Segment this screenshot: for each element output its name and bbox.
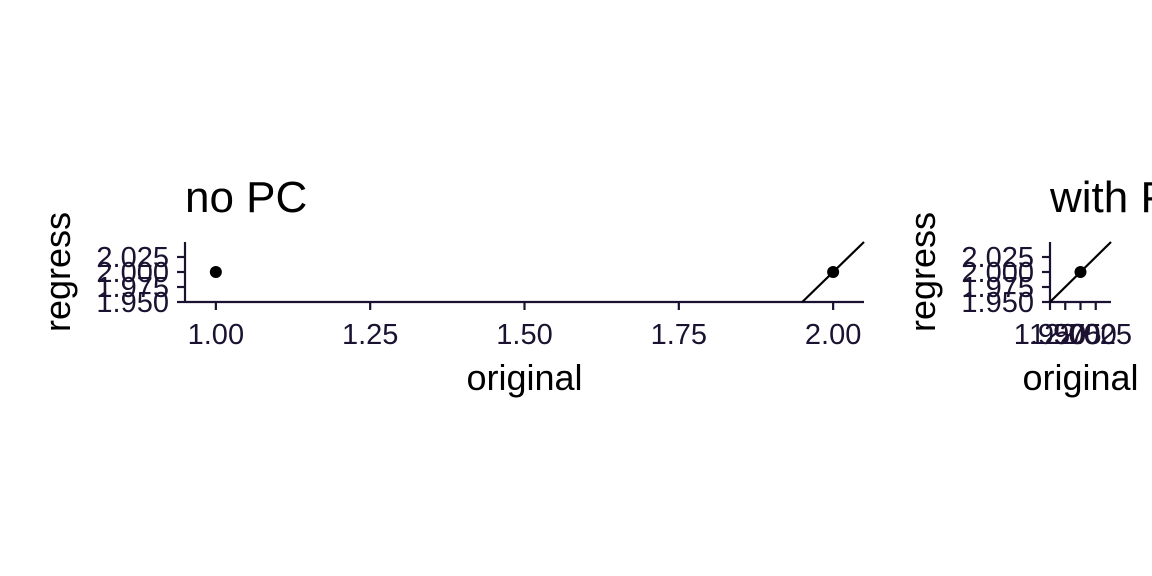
y-tick-label: 2.025: [96, 242, 169, 274]
x-tick-label: 2.000: [1044, 319, 1117, 351]
y-tick-label: 1.975: [96, 272, 169, 304]
panel-title: no PC: [185, 173, 307, 222]
x-tick-label: 1.50: [496, 319, 552, 351]
panel-title: with PC: [1049, 173, 1152, 222]
x-axis-label: original: [1022, 357, 1138, 398]
x-tick-label: 2.00: [805, 319, 861, 351]
y-tick-label: 2.000: [961, 257, 1034, 289]
data-point: [1074, 266, 1087, 278]
x-tick-label: 1.75: [651, 319, 707, 351]
y-tick-label: 1.950: [96, 287, 169, 319]
y-tick-label: 2.025: [961, 242, 1034, 274]
x-tick-label: 1.975: [1029, 319, 1102, 351]
y-axis-label: regress: [902, 212, 943, 332]
data-point: [827, 266, 840, 278]
data-point: [209, 266, 222, 278]
panel-no-pc: no PC original regress 1.00 1.25 1.50 1.75 2…: [37, 173, 865, 398]
x-tick-label: 2.025: [1059, 319, 1132, 351]
y-axis-label: regress: [37, 212, 78, 332]
x-tick-label: 1.25: [342, 319, 398, 351]
y-tick-label: 1.975: [961, 272, 1034, 304]
y-tick-label: 1.950: [961, 287, 1034, 319]
x-tick-label: 1.00: [188, 319, 244, 351]
x-axis-label: original: [466, 357, 582, 398]
x-tick-label: 1.950: [1014, 319, 1087, 351]
y-tick-label: 2.000: [96, 257, 169, 289]
panel-with-pc: with PC original regress 1.9501.9752.000…: [902, 173, 1152, 398]
